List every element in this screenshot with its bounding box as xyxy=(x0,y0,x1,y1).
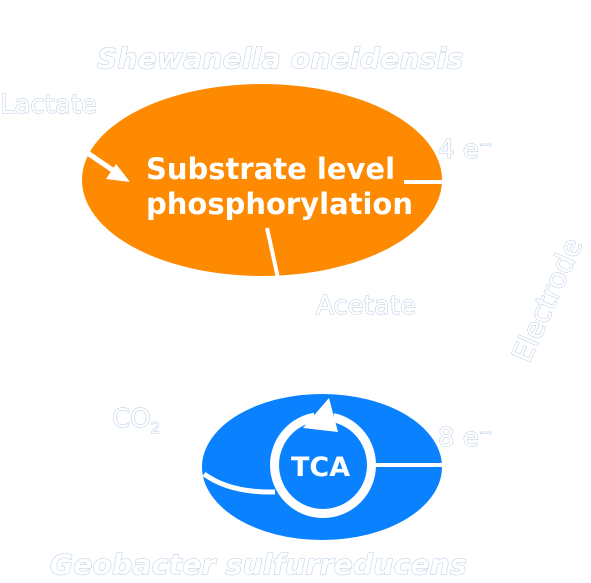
co2-main: CO xyxy=(112,404,152,434)
product-label: Acetate xyxy=(316,291,417,321)
shewanella-cell xyxy=(82,84,442,276)
substrate-label: Lactate xyxy=(0,90,98,120)
cycle-arrow-icon xyxy=(303,398,338,432)
bottom-electron-label: 8 e⁻ xyxy=(438,423,494,453)
tca-cycle-center xyxy=(279,421,367,509)
lactate-arrow-icon xyxy=(84,149,130,182)
co2-label: CO2 xyxy=(112,404,161,437)
tca-label: TCA xyxy=(291,452,351,483)
process-line-1: Substrate level xyxy=(146,152,396,186)
top-electron-label: 4 e⁻ xyxy=(438,135,494,165)
acetate-output-line xyxy=(265,227,280,279)
process-label: Substrate level phosphorylation xyxy=(146,152,413,222)
bottom-organism-name: Geobacter sulfurreducens xyxy=(50,548,468,581)
process-line-2: phosphorylation xyxy=(146,187,414,221)
co2-subscript: 2 xyxy=(150,419,161,437)
top-organism-name: Shewanella oneidensis xyxy=(97,42,464,75)
co2-output-line xyxy=(202,471,276,495)
